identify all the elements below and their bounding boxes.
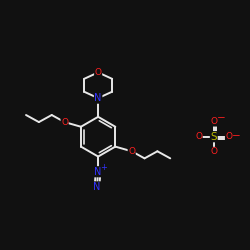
Text: O: O	[226, 132, 232, 141]
Text: O: O	[61, 118, 68, 126]
Text: +: +	[100, 163, 107, 172]
Text: O: O	[95, 68, 102, 77]
Text: O: O	[210, 147, 217, 156]
Text: O: O	[195, 132, 202, 141]
Text: O: O	[210, 117, 217, 126]
Text: O: O	[128, 147, 135, 156]
Text: N: N	[94, 93, 102, 103]
Text: N: N	[94, 167, 102, 177]
Text: −: −	[216, 113, 225, 123]
Text: −: −	[232, 130, 240, 140]
Text: S: S	[210, 132, 217, 142]
Text: N: N	[93, 182, 101, 192]
